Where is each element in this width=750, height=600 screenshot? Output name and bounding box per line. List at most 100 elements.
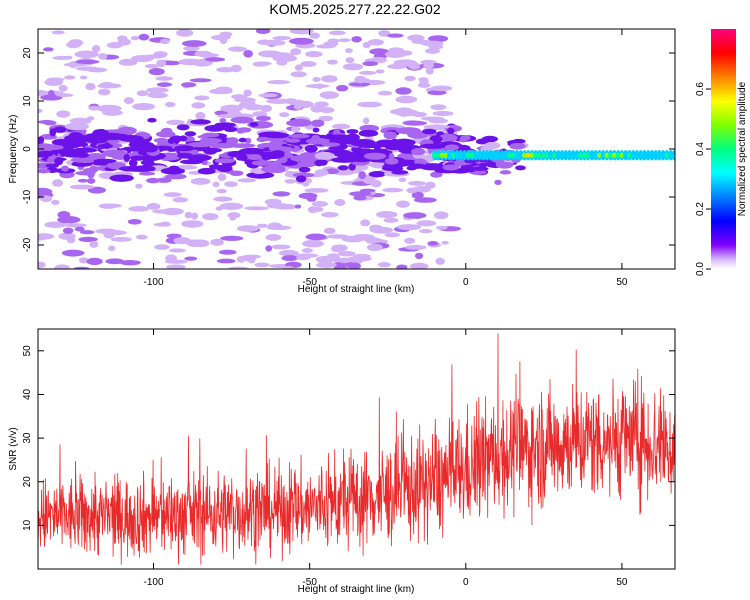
spectrogram-cell (316, 261, 337, 269)
spectrogram-cell (376, 211, 398, 219)
spectrogram-cell (317, 159, 328, 166)
spectrogram-cell (421, 40, 444, 47)
spectrogram-cell (604, 152, 610, 158)
spectrogram-cell (202, 147, 223, 153)
spectrogram-cell (219, 31, 233, 38)
spectrogram-cell (559, 152, 565, 158)
spectrogram-cell (305, 233, 327, 241)
spectrogram-cell (192, 58, 213, 67)
spectrogram-cell (191, 102, 206, 109)
spectrogram-cell (146, 203, 161, 210)
spectrogram-cell (341, 235, 365, 243)
spectrogram-cell (423, 124, 450, 129)
spectrogram-cell (430, 171, 443, 178)
spectrogram-cell (441, 240, 449, 245)
spectrogram-cell (190, 177, 211, 185)
spectrogram-cell (396, 107, 413, 114)
spectrogram-cell (397, 144, 413, 149)
spectrogram-cell (404, 237, 416, 244)
spectrogram-cell (398, 177, 407, 182)
spectrogram-cell (281, 255, 299, 262)
spectrogram-cell (495, 152, 501, 158)
spectrogram-cell (375, 139, 398, 147)
spectrogram-cell (183, 46, 200, 52)
spectrogram-cell (311, 134, 321, 143)
spectrogram-cell (291, 126, 300, 133)
spectrogram-cell (411, 147, 426, 156)
spectrogram-cell (312, 77, 321, 83)
snr-x-tick-label: 0 (463, 577, 469, 588)
spectrogram-cell (396, 200, 410, 208)
spectrogram-cell (447, 127, 455, 135)
spectrogram-cell (282, 265, 295, 269)
spectrogram-cell (86, 178, 96, 184)
spectrogram-cell (261, 165, 285, 173)
spectrogram-cell (430, 85, 453, 92)
spectrogram-cell (54, 157, 64, 166)
spectrogram-cell (509, 142, 526, 150)
spectrogram-cell (626, 152, 632, 158)
spectrogram-cell (411, 111, 427, 118)
spectrogram-cell (338, 38, 351, 43)
spectrogram-cell (140, 159, 155, 166)
spectrogram-cell (269, 140, 283, 147)
spectrogram-cell (256, 136, 268, 143)
spectrogram-cell (62, 227, 74, 234)
spectrogram-cell (295, 255, 311, 261)
spectrogram-cell (406, 187, 418, 194)
spectrogram-cell (555, 152, 561, 158)
spectrogram-y-axis-label: Frequency (Hz) (8, 115, 19, 184)
spectrogram-cell (507, 152, 512, 158)
spectrogram-cell (294, 204, 302, 209)
spectrogram-cell (216, 164, 233, 173)
spectrogram-cell (312, 127, 320, 133)
spectrogram-cell (552, 152, 557, 158)
spectrogram-cell (419, 78, 429, 85)
spectrogram-cell (381, 165, 404, 172)
spectrogram-cell (77, 178, 89, 183)
spectrogram-cell (375, 69, 385, 74)
spectrogram-cell (443, 152, 449, 158)
spectrogram-cell (370, 56, 387, 64)
spectrogram-cell (567, 152, 572, 158)
spectrogram-cell (49, 128, 57, 137)
spectrogram-cell (346, 129, 359, 134)
spectrogram-cell (163, 192, 182, 198)
spectrogram-cell (359, 70, 377, 75)
spectrogram-cell (252, 61, 269, 67)
spectrogram-cell (342, 134, 360, 142)
spectrogram-cell (127, 218, 142, 225)
spectrogram-cell (86, 257, 103, 266)
spectrogram-cell (165, 173, 187, 180)
spectrogram-cell (279, 112, 290, 118)
spectrogram-cell (62, 142, 82, 149)
spectrogram-cell (220, 104, 244, 113)
spectrogram-cell (495, 161, 514, 169)
spectrogram-cell (285, 138, 301, 143)
spectrogram-cell (130, 165, 156, 172)
spectrogram-cell (525, 152, 531, 158)
spectrogram-y-tick-label: -10 (22, 189, 33, 204)
spectrogram-cell (395, 95, 418, 104)
spectrogram-cell (608, 152, 614, 158)
spectrogram-cell (388, 47, 404, 54)
spectrogram-cell (212, 181, 220, 188)
spectrogram-cell (184, 131, 197, 137)
spectrogram-cell (499, 152, 505, 158)
spectrogram-cell (450, 152, 456, 158)
spectrogram-cell (436, 225, 448, 230)
spectrogram-cell (130, 35, 140, 41)
spectrogram-cell (154, 244, 170, 250)
spectrogram-cell (68, 39, 84, 47)
spectrogram-cell (184, 211, 193, 219)
spectrogram-cell (156, 82, 173, 87)
spectrogram-cell (40, 94, 63, 101)
spectrogram-cell (480, 152, 486, 158)
spectrogram-cell (75, 59, 100, 64)
spectrogram-cell (85, 138, 108, 144)
spectrogram-cell (172, 197, 189, 203)
spectrogram-cell (186, 239, 204, 247)
snr-ticks: -100 -50 0 50 10 20 30 40 50 (22, 329, 675, 588)
spectrogram-cell (226, 137, 239, 145)
spectrogram-cell (153, 137, 169, 143)
